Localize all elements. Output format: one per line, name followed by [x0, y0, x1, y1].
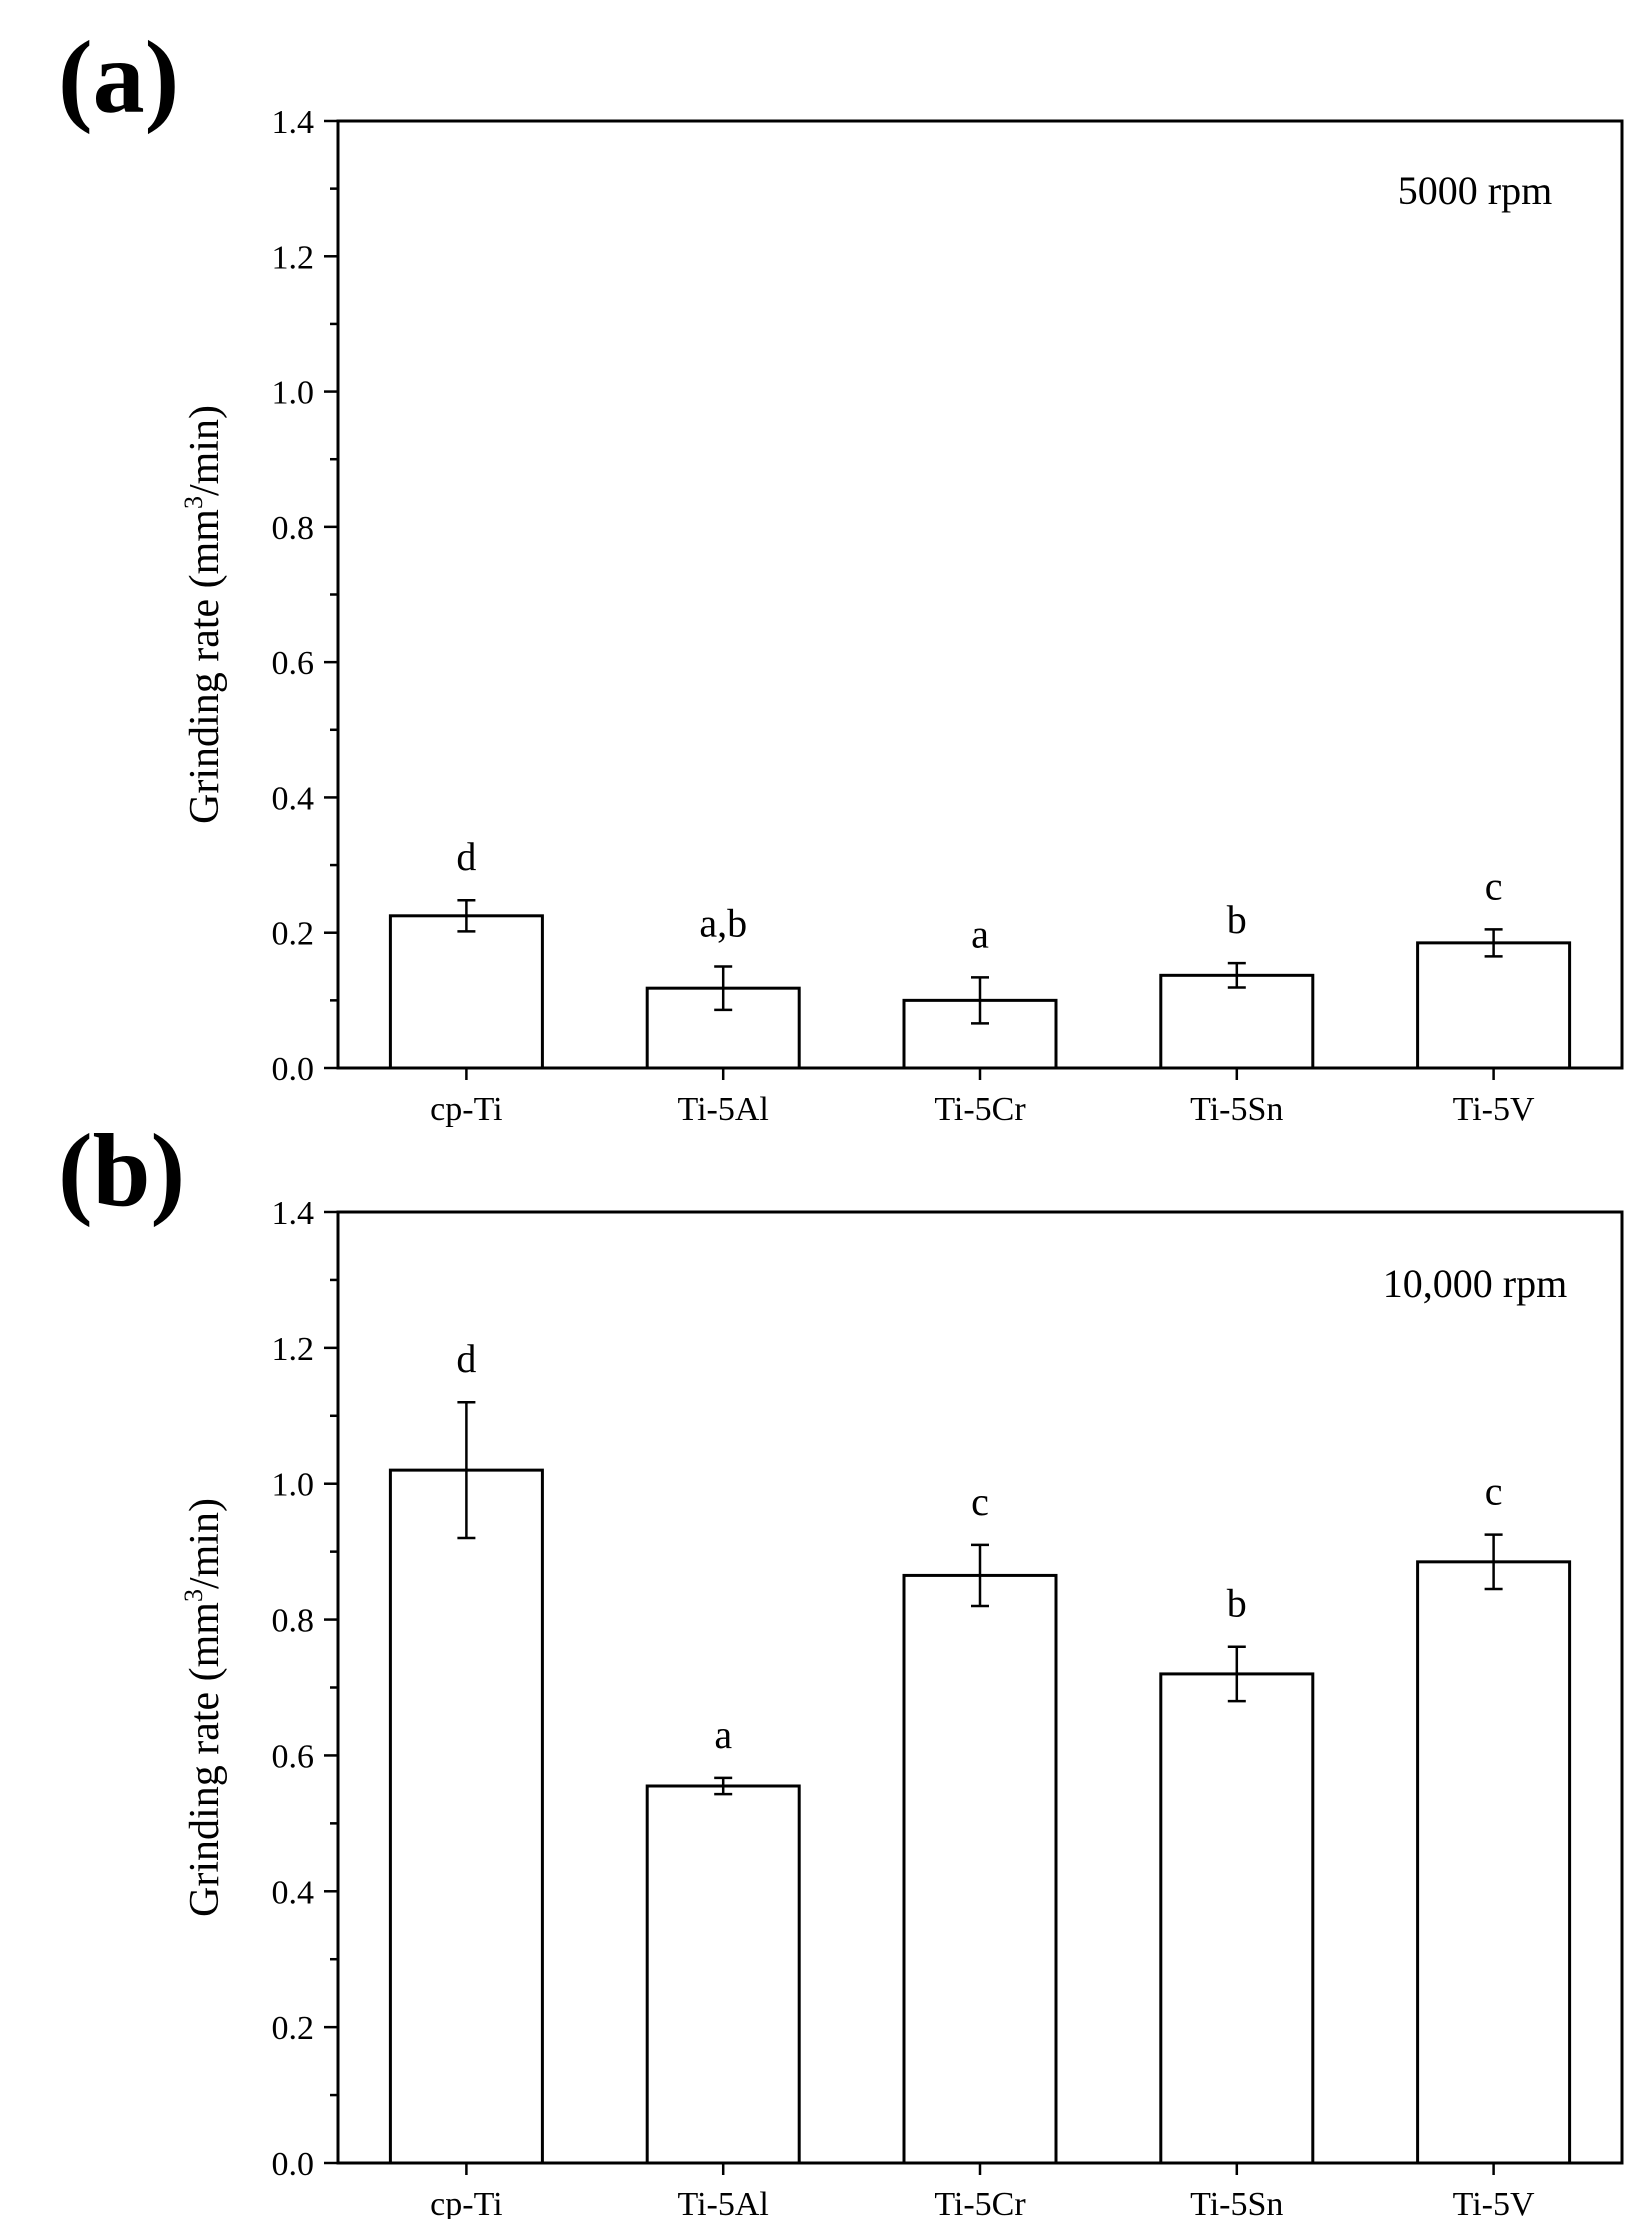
y-tick-label: 1.0: [272, 1467, 315, 1504]
y-tick-label: 0.4: [272, 780, 315, 817]
y-tick-label: 1.2: [272, 1331, 315, 1368]
bar: [1416, 941, 1572, 1070]
x-tick-label: cp-Ti: [430, 1091, 502, 1128]
bar: [645, 1784, 801, 2165]
y-tick-label: 0.0: [272, 2146, 315, 2183]
y-axis-label: Grinding rate (mm3/min): [179, 1498, 228, 1917]
significance-label: a: [714, 1712, 732, 1757]
y-tick-label: 1.4: [272, 1195, 315, 1232]
significance-label: d: [456, 1336, 476, 1381]
y-tick-label: 0.2: [272, 916, 315, 953]
significance-label: c: [1485, 863, 1503, 908]
y-tick-label: 0.2: [272, 2010, 315, 2047]
x-tick-label: Ti-5Al: [678, 1091, 769, 1128]
bar: [1416, 1560, 1572, 2165]
significance-label: c: [1485, 1469, 1503, 1514]
significance-label: c: [971, 1479, 989, 1524]
chart-panel-b: (b) 0.0 0.2 0.4 0.6 0.8 1.0 1.2 1.4 Grinding rate…: [58, 1113, 1624, 2219]
x-tick-label: Ti-5Cr: [934, 2186, 1026, 2219]
significance-label: d: [456, 834, 476, 879]
significance-label: b: [1227, 897, 1247, 942]
y-tick-label: 0.0: [272, 1051, 315, 1088]
y-axis-label: Grinding rate (mm3/min): [179, 405, 228, 824]
x-tick-label: cp-Ti: [430, 2186, 502, 2219]
chart-panel-a: (a) 0.0 0.2 0.4 0.6 0.8 1.0 1.2 1.4 Grinding rate…: [58, 20, 1624, 1128]
significance-label: a: [971, 911, 989, 956]
x-tick-label: Ti-5Sn: [1190, 2186, 1283, 2219]
x-tick-label: Ti-5V: [1453, 2186, 1535, 2219]
y-tick-label: 0.4: [272, 1874, 315, 1911]
bar: [388, 1468, 544, 2165]
x-tick-label: Ti-5Sn: [1190, 1091, 1283, 1128]
y-tick-label: 1.0: [272, 375, 315, 412]
bar: [1159, 1672, 1315, 2165]
x-tick-label: Ti-5Cr: [934, 1091, 1026, 1128]
significance-label: b: [1227, 1581, 1247, 1626]
y-tick-label: 0.8: [272, 510, 315, 547]
panel-label: (a): [58, 20, 179, 135]
bar: [902, 1573, 1058, 2165]
y-tick-label: 1.4: [272, 104, 315, 141]
speed-annotation: 10,000 rpm: [1383, 1261, 1567, 1306]
x-tick-label: Ti-5V: [1453, 1091, 1535, 1128]
y-tick-label: 0.6: [272, 645, 315, 682]
x-tick-label: Ti-5Al: [678, 2186, 769, 2219]
significance-label: a,b: [699, 901, 747, 946]
speed-annotation: 5000 rpm: [1398, 168, 1552, 213]
bar: [1159, 973, 1315, 1070]
y-tick-label: 0.6: [272, 1738, 315, 1775]
y-tick-label: 1.2: [272, 239, 315, 276]
panel-label: (b): [58, 1113, 185, 1228]
bar: [388, 914, 544, 1070]
y-tick-label: 0.8: [272, 1603, 315, 1640]
